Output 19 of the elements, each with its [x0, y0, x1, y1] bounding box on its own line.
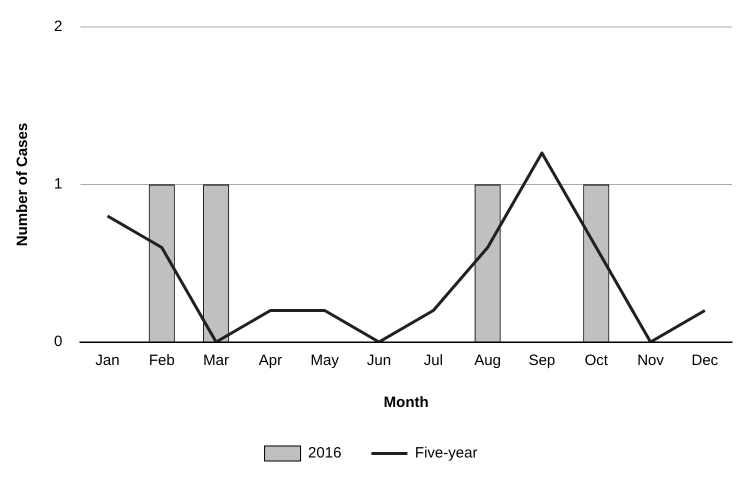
x-tick-label: Dec — [692, 352, 719, 370]
x-axis-title: Month — [384, 394, 429, 412]
y-tick-label: 2 — [54, 18, 62, 36]
y-tick-label: 0 — [54, 333, 62, 350]
x-tick-label: Jan — [95, 352, 120, 370]
y-axis-title: Number of Cases — [14, 122, 32, 246]
x-tick-label: Feb — [148, 352, 175, 370]
x-tick-label: Jun — [366, 352, 392, 370]
x-tick-label: May — [310, 352, 340, 370]
x-tick-label: Oct — [584, 352, 609, 370]
x-tick-label: Aug — [474, 352, 501, 370]
legend-label: Five-year — [414, 444, 478, 462]
legend-label: 2016 — [308, 444, 342, 462]
y-tick-label: 1 — [54, 176, 62, 193]
x-tick-label: Nov — [637, 352, 664, 370]
x-tick-label: Apr — [258, 352, 282, 370]
x-tick-label: Sep — [528, 352, 556, 370]
x-tick-label: Jul — [424, 352, 443, 370]
x-tick-label: Mar — [203, 352, 230, 370]
